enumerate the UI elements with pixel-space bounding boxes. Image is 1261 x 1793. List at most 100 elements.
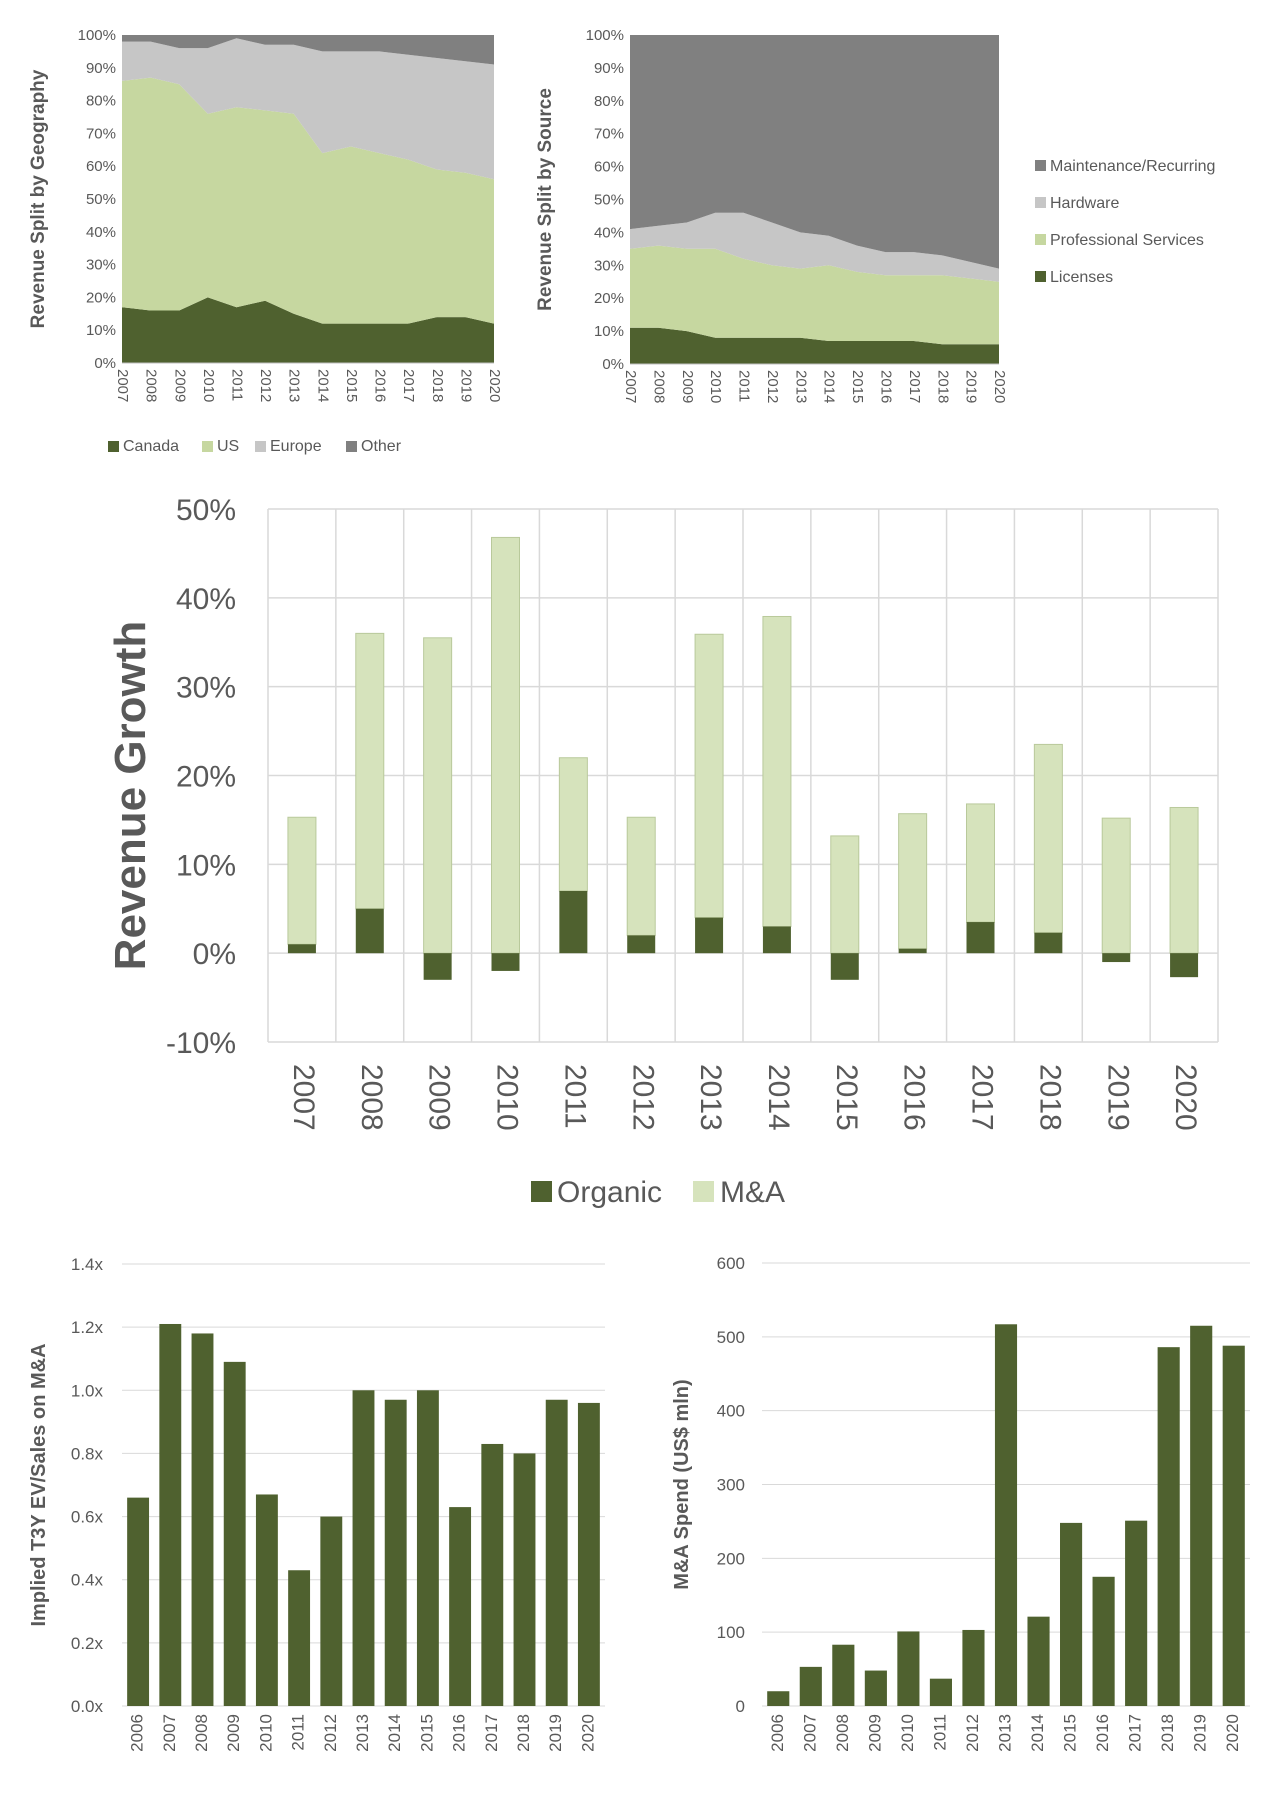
growth-y-tick-label: 20% — [176, 761, 236, 794]
source-x-tick-label: 2020 — [991, 370, 1008, 403]
evsales-x-tick-label: 2017 — [482, 1714, 501, 1752]
growth-x-tick-label: 2019 — [1101, 1064, 1134, 1131]
evsales-bar — [513, 1453, 536, 1706]
growth-x-tick-label: 2012 — [626, 1064, 659, 1131]
growth-x-tick-label: 2009 — [423, 1064, 456, 1131]
source-x-tick-label: 2015 — [849, 370, 866, 403]
source-legend: Maintenance/Recurring Hardware Professiona… — [1035, 158, 1215, 286]
geo-chart: 0% 10% 20% 30% 40% 50% 60% 70% 80% 90% 100% 2007 200… — [28, 27, 503, 402]
source-x-tick-label: 2016 — [877, 370, 894, 403]
growth-x-tick-label: 2017 — [966, 1064, 999, 1131]
growth-legend: Organic M&A — [531, 1176, 785, 1209]
source-y-tick-label: 50% — [594, 192, 624, 209]
spend-x-tick-label: 2012 — [963, 1714, 982, 1752]
source-x-tick-label: 2008 — [650, 370, 667, 403]
geo-y-tick-label: 100% — [78, 27, 116, 44]
geo-area-other — [122, 35, 494, 65]
geo-x-tick-label: 2014 — [314, 369, 331, 402]
spend-y-axis-title: M&A Spend (US$ mln) — [671, 1379, 693, 1589]
growth-bar-ma — [558, 757, 588, 892]
spend-bar — [929, 1678, 952, 1706]
geo-y-tick-label: 70% — [86, 125, 116, 142]
evsales-x-tick-label: 2007 — [160, 1714, 179, 1752]
spend-y-tick-label: 500 — [717, 1328, 745, 1347]
geo-x-tick-label: 2020 — [486, 369, 503, 402]
spend-x-tick-label: 2010 — [898, 1714, 917, 1752]
evsales-x-tick-label: 2006 — [128, 1714, 147, 1752]
growth-x-tick-label: 2018 — [1033, 1064, 1066, 1131]
growth-legend-label-organic: Organic — [557, 1176, 662, 1209]
spend-x-tick-label: 2006 — [768, 1714, 787, 1752]
evsales-x-tick-label: 2020 — [578, 1714, 597, 1752]
evsales-bar — [577, 1402, 600, 1706]
spend-y-tick-label: 400 — [717, 1402, 745, 1421]
evsales-bar — [159, 1323, 182, 1706]
geo-y-tick-label: 40% — [86, 224, 116, 241]
geo-x-tick-label: 2011 — [228, 369, 245, 401]
spend-x-tick-label: 2008 — [833, 1714, 852, 1752]
geo-x-tick-label: 2007 — [114, 369, 131, 402]
spend-bar — [994, 1324, 1018, 1706]
growth-y-tick-label: 10% — [176, 849, 236, 882]
source-x-tick-label: 2011 — [736, 370, 753, 402]
growth-bar-organic — [559, 890, 588, 954]
spend-y-tick-label: 300 — [717, 1476, 745, 1495]
evsales-y-tick-label: 0.8x — [71, 1444, 104, 1463]
spend-bar — [864, 1670, 887, 1706]
source-y-tick-label: 100% — [586, 27, 624, 44]
spend-bar — [767, 1691, 790, 1706]
spend-y-tick-label: 600 — [717, 1254, 745, 1273]
geo-x-tick-label: 2013 — [286, 369, 303, 402]
evsales-bar — [255, 1494, 278, 1706]
spend-bar — [1222, 1345, 1245, 1706]
growth-bar-ma — [626, 816, 656, 936]
geo-y-tick-label: 80% — [86, 93, 116, 110]
spend-x-tick-label: 2016 — [1093, 1714, 1112, 1752]
geo-x-tick-label: 2016 — [372, 369, 389, 402]
source-x-tick-label: 2014 — [821, 370, 838, 403]
spend-bar — [832, 1644, 855, 1706]
evsales-x-tick-label: 2015 — [417, 1714, 436, 1752]
evsales-x-tick-label: 2012 — [321, 1714, 340, 1752]
geo-area-europe — [122, 38, 494, 180]
spend-bar — [1157, 1347, 1180, 1706]
geo-legend: Canada US Europe Other — [108, 438, 402, 455]
growth-x-tick-label: 2014 — [762, 1064, 795, 1131]
evsales-bar — [288, 1570, 311, 1706]
evsales-y-tick-label: 1.2x — [71, 1318, 104, 1337]
evsales-bar — [127, 1497, 150, 1706]
geo-x-tick-label: 2008 — [143, 369, 160, 402]
source-y-tick-label: 70% — [594, 126, 624, 143]
growth-bar-ma — [287, 816, 317, 945]
evsales-x-tick-label: 2013 — [353, 1714, 372, 1752]
growth-bar-ma — [1101, 817, 1131, 954]
evsales-x-tick-label: 2016 — [450, 1714, 469, 1752]
growth-x-tick-label: 2007 — [287, 1064, 320, 1131]
evsales-x-tick-label: 2014 — [385, 1714, 404, 1752]
growth-bar-ma — [355, 632, 385, 910]
source-legend-swatch-hardware — [1035, 197, 1046, 208]
source-y-tick-label: 60% — [594, 159, 624, 176]
evsales-x-tick-label: 2011 — [289, 1714, 308, 1751]
evsales-x-tick-label: 2010 — [256, 1714, 275, 1752]
source-y-tick-label: 0% — [602, 356, 624, 373]
spend-x-tick-label: 2007 — [800, 1714, 819, 1752]
spend-bar — [1125, 1520, 1148, 1706]
geo-legend-label-canada: Canada — [123, 438, 179, 455]
spend-x-tick-label: 2019 — [1191, 1714, 1210, 1752]
growth-x-tick-label: 2008 — [355, 1064, 388, 1131]
growth-bar-ma — [423, 637, 453, 954]
geo-x-tick-label: 2018 — [429, 369, 446, 402]
spend-x-tick-label: 2017 — [1126, 1714, 1145, 1752]
growth-bar-organic — [695, 917, 724, 954]
source-x-tick-label: 2013 — [792, 370, 809, 403]
geo-legend-swatch-other — [346, 441, 357, 452]
growth-legend-swatch-organic — [531, 1181, 552, 1202]
geo-x-tick-label: 2017 — [400, 369, 417, 402]
source-legend-label-hardware: Hardware — [1050, 195, 1119, 212]
geo-legend-swatch-europe — [255, 441, 266, 452]
geo-y-tick-label: 50% — [86, 191, 116, 208]
geo-x-tick-label: 2019 — [457, 369, 474, 402]
growth-bar-ma — [966, 803, 995, 923]
